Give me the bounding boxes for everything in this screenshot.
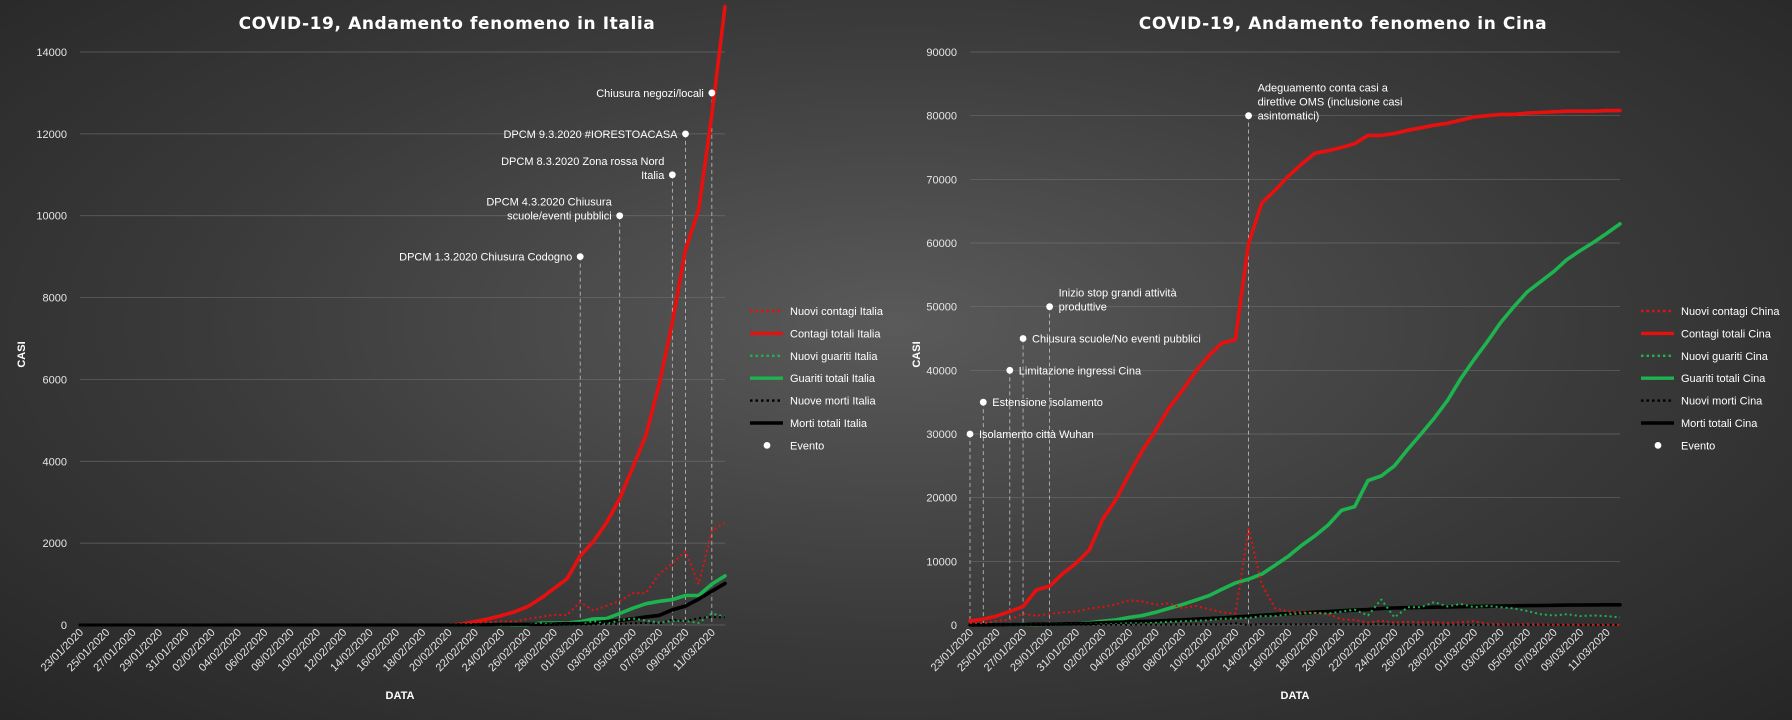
event-marker bbox=[1019, 335, 1027, 342]
y-tick-label: 4000 bbox=[43, 456, 67, 468]
x-axis-label: DATA bbox=[1281, 690, 1310, 702]
chart-title: COVID-19, Andamento fenomeno in Cina bbox=[1139, 14, 1547, 34]
y-tick-label: 80000 bbox=[926, 111, 957, 123]
y-tick-label: 90000 bbox=[926, 47, 957, 59]
event-label: Estensione isolamento bbox=[992, 397, 1103, 409]
chart-0: COVID-19, Andamento fenomeno in Italia 0 2… bbox=[16, 4, 884, 702]
y-tick-label: 10000 bbox=[36, 211, 67, 223]
y-tick-label: 12000 bbox=[36, 129, 67, 141]
event-label: Chiusura scuole/No eventi pubblici bbox=[1032, 334, 1201, 346]
y-tick-label: 70000 bbox=[926, 174, 957, 186]
event-label: DPCM 1.3.2020 Chiusura Codogno bbox=[399, 252, 572, 264]
event-marker bbox=[1245, 112, 1252, 120]
series-line-nuovi-morti-cina bbox=[970, 622, 1620, 626]
event-label: DPCM 4.3.2020 Chiusura scuole/eventi pubb… bbox=[486, 197, 612, 223]
series-line-contagi-totali-cina bbox=[968, 108, 1622, 623]
series-line-guariti-totali-italia bbox=[78, 574, 727, 627]
legend: Nuovi contagi China Contagi totali Cina Nu… bbox=[1641, 306, 1780, 452]
legend-label: Nuovi guariti Cina bbox=[1681, 351, 1769, 363]
x-axis-label: DATA bbox=[386, 690, 415, 702]
legend-event-marker bbox=[1654, 442, 1662, 449]
y-tick-label: 0 bbox=[61, 620, 67, 632]
event-label-line: Limitazione ingressi Cina bbox=[1019, 365, 1142, 377]
y-tick-label: 14000 bbox=[36, 47, 67, 59]
legend-label: Morti totali Italia bbox=[790, 418, 868, 430]
event-label: Chiusura negozi/locali bbox=[596, 88, 704, 100]
event-label-line: Chiusura negozi/locali bbox=[596, 88, 704, 100]
event-label-line: Italia bbox=[641, 170, 665, 182]
legend-label: Guariti totali Cina bbox=[1681, 373, 1766, 385]
chart-1: COVID-19, Andamento fenomeno in Cina 0 100… bbox=[911, 14, 1780, 702]
event-marker bbox=[979, 398, 987, 406]
event-label: Limitazione ingressi Cina bbox=[1019, 365, 1142, 377]
event-label-line: Isolamento città Wuhan bbox=[979, 429, 1094, 441]
event-label-line: direttive OMS (inclusione casi bbox=[1258, 97, 1403, 109]
event-marker bbox=[1046, 303, 1053, 311]
legend-label: Contagi totali Italia bbox=[790, 328, 881, 340]
legend-label: Contagi totali Cina bbox=[1681, 328, 1772, 340]
legend-label: Morti totali Cina bbox=[1681, 418, 1758, 430]
event-label-line: DPCM 9.3.2020 #IORESTOACASA bbox=[503, 129, 678, 141]
y-tick-label: 0 bbox=[951, 620, 957, 632]
series-line-nuovi-contagi-china bbox=[970, 527, 1621, 626]
legend-label: Nuovi contagi China bbox=[1681, 306, 1780, 318]
event-label: DPCM 9.3.2020 #IORESTOACASA bbox=[503, 129, 678, 141]
legend-label: Nuovi guariti Italia bbox=[790, 351, 878, 363]
event-label-line: DPCM 8.3.2020 Zona rossa Nord bbox=[501, 156, 664, 168]
y-tick-label: 50000 bbox=[926, 302, 957, 314]
y-tick-label: 60000 bbox=[926, 238, 957, 250]
event-marker bbox=[1006, 366, 1014, 374]
event-marker bbox=[668, 171, 676, 179]
event-marker bbox=[682, 130, 689, 138]
legend-label: Nuovi contagi Italia bbox=[790, 306, 884, 318]
event-label: Inizio stop grandi attività produttive bbox=[1059, 288, 1178, 314]
event-label-line: DPCM 4.3.2020 Chiusura bbox=[486, 197, 612, 209]
event-label-line: Inizio stop grandi attività bbox=[1059, 288, 1178, 300]
legend-label: Nuove morti Italia bbox=[790, 396, 876, 408]
event-label: DPCM 8.3.2020 Zona rossa Nord Italia bbox=[501, 156, 665, 182]
y-axis-label: CASI bbox=[16, 341, 28, 367]
y-axis-label: CASI bbox=[911, 341, 923, 367]
legend-label: Nuovi morti Cina bbox=[1681, 396, 1763, 408]
event-label-line: Estensione isolamento bbox=[992, 397, 1103, 409]
event-label-line: asintomatici) bbox=[1258, 111, 1320, 123]
event-label-line: Chiusura scuole/No eventi pubblici bbox=[1032, 334, 1201, 346]
y-tick-label: 30000 bbox=[926, 429, 957, 441]
y-tick-label: 8000 bbox=[43, 293, 67, 305]
y-tick-label: 6000 bbox=[43, 374, 67, 386]
y-tick-label: 10000 bbox=[926, 556, 957, 568]
chart-title: COVID-19, Andamento fenomeno in Italia bbox=[239, 14, 656, 34]
event-label-line: DPCM 1.3.2020 Chiusura Codogno bbox=[399, 252, 572, 264]
event-marker bbox=[708, 89, 716, 97]
event-label-line: produttive bbox=[1059, 302, 1107, 314]
event-label-line: Adeguamento conta casi a bbox=[1258, 83, 1389, 95]
legend-label: Guariti totali Italia bbox=[790, 373, 876, 385]
legend-event-marker bbox=[763, 442, 771, 449]
legend-label: Evento bbox=[1681, 440, 1715, 452]
event-label-line: scuole/eventi pubblici bbox=[507, 211, 612, 223]
series-line-morti-totali-italia bbox=[78, 581, 727, 627]
event-marker bbox=[966, 430, 974, 438]
event-label: Adeguamento conta casi a direttive OMS (i… bbox=[1258, 83, 1403, 123]
series-line-nuovi-guariti-cina bbox=[969, 598, 1621, 626]
event-label: Isolamento città Wuhan bbox=[979, 429, 1094, 441]
y-tick-label: 40000 bbox=[926, 365, 957, 377]
series-line-guariti-totali-cina bbox=[968, 222, 1622, 627]
y-tick-label: 2000 bbox=[43, 538, 67, 550]
event-marker bbox=[576, 253, 584, 261]
legend-label: Evento bbox=[790, 440, 824, 452]
y-tick-label: 20000 bbox=[926, 493, 957, 505]
event-marker bbox=[616, 212, 624, 220]
legend: Nuovi contagi Italia Contagi totali Itali… bbox=[750, 306, 884, 452]
